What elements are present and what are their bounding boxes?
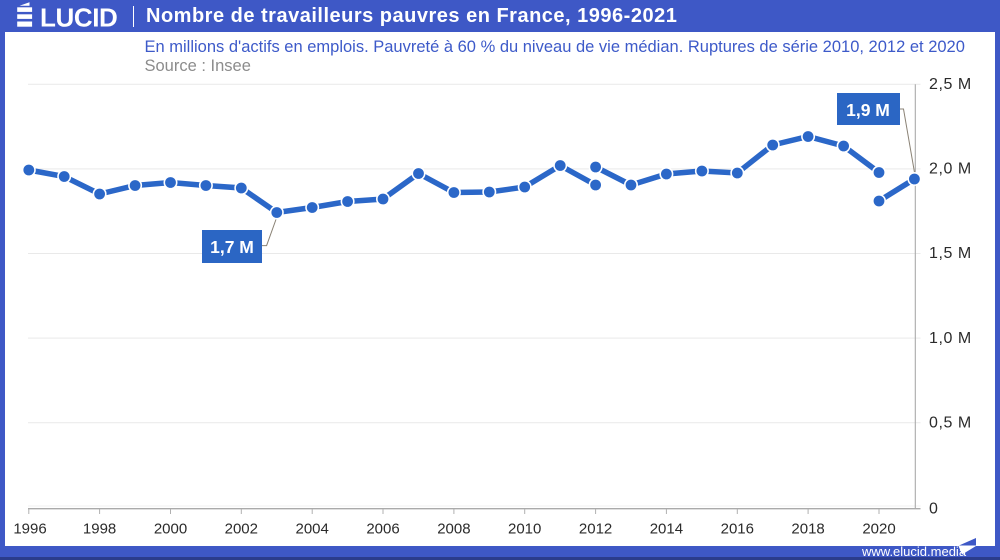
svg-text:2016: 2016: [721, 521, 754, 538]
svg-text:2002: 2002: [225, 521, 258, 538]
svg-text:2,5 M: 2,5 M: [929, 76, 972, 93]
svg-text:1,9 M: 1,9 M: [846, 100, 890, 120]
svg-text:0,5 M: 0,5 M: [929, 414, 972, 431]
svg-text:0: 0: [929, 500, 938, 517]
svg-text:1,7 M: 1,7 M: [210, 237, 254, 257]
svg-text:1996: 1996: [13, 521, 46, 538]
svg-text:2006: 2006: [366, 521, 399, 538]
svg-text:1998: 1998: [83, 521, 116, 538]
svg-text:1,5 M: 1,5 M: [929, 245, 972, 262]
svg-text:2004: 2004: [296, 521, 329, 538]
svg-text:2010: 2010: [508, 521, 541, 538]
svg-text:2,0 M: 2,0 M: [929, 161, 972, 178]
svg-text:1,0 M: 1,0 M: [929, 330, 972, 347]
svg-text:2020: 2020: [862, 521, 895, 538]
svg-text:LUCID: LUCID: [40, 3, 117, 32]
svg-text:2008: 2008: [437, 521, 470, 538]
svg-text:2014: 2014: [650, 521, 683, 538]
svg-text:2012: 2012: [579, 521, 612, 538]
svg-text:2018: 2018: [791, 521, 824, 538]
svg-text:2000: 2000: [154, 521, 187, 538]
